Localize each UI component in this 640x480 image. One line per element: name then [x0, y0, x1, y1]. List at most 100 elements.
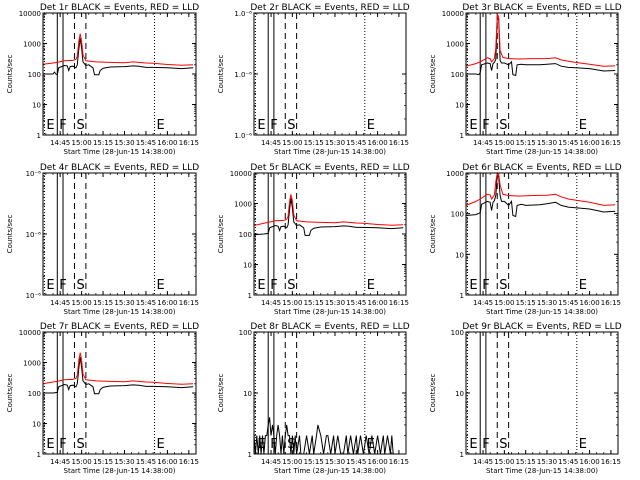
x-tick-label: 15:30 [325, 458, 345, 466]
x-tick-label: 15:00 [494, 139, 514, 147]
x-tick-label: 15:00 [72, 299, 92, 307]
series-events-line [43, 357, 194, 395]
y-axis-label: Counts/sec [429, 374, 437, 413]
y-axis-label: Counts/sec [6, 374, 14, 413]
x-tick-label: 15:00 [494, 299, 514, 307]
x-tick-label: 14:45 [50, 458, 70, 466]
panel-det-2r: Det 2r BLACK = Events, RED = LLD1.0⁻⁶1.0… [217, 3, 410, 156]
marker-label-e: E [157, 278, 165, 293]
x-tick-label: 15:45 [136, 458, 156, 466]
plot-frame [42, 172, 197, 296]
x-axis-label: Start Time (28-Jun-15 14:38:00) [64, 467, 176, 475]
x-tick-label: 15:00 [282, 299, 302, 307]
x-axis-label: Start Time (28-Jun-15 14:38:00) [274, 467, 386, 475]
x-tick-label: 15:30 [537, 458, 557, 466]
y-tick-label: 1.0⁻⁶ [234, 71, 252, 79]
y-tick-label: 1.0⁻⁶ [234, 132, 252, 140]
y-tick-label: 100 [239, 329, 252, 337]
marker-label-e: E [46, 437, 54, 452]
marker-label-e: E [257, 118, 265, 133]
y-tick-label: 1 [460, 132, 464, 140]
x-tick-label: 14:45 [473, 299, 493, 307]
x-tick-label: 15:45 [346, 458, 366, 466]
panel-det-1r: Det 1r BLACK = Events, RED = LLD 1 10 100 10… [6, 3, 199, 156]
y-tick-label: 1000 [446, 41, 464, 49]
y-tick-label: 10⁻⁶ [26, 231, 42, 239]
x-tick-label: 15:15 [516, 458, 536, 466]
y-tick-label: 10 [455, 390, 464, 398]
x-tick-label: 16:15 [389, 299, 409, 307]
y-axis-label: Counts/sec [217, 374, 225, 413]
y-tick-label: 1000 [23, 41, 41, 49]
x-tick-label: 15:15 [93, 299, 113, 307]
y-axis-label: Counts/sec [6, 55, 14, 94]
x-tick-label: 15:30 [325, 299, 345, 307]
y-tick-label: 1 [37, 451, 41, 459]
y-tick-label: 100 [451, 71, 464, 79]
y-axis-label: Counts/sec [217, 215, 225, 254]
y-tick-label: 1 [248, 451, 252, 459]
panel-det-8r: Det 8r BLACK = Events, RED = LLD 1 10 100 Co… [217, 322, 410, 475]
y-tick-label: 1000 [234, 201, 252, 209]
x-tick-label: 14:45 [261, 458, 281, 466]
x-tick-label: 15:15 [304, 299, 324, 307]
panel-title: Det 4r BLACK = Events, RED = LLD [40, 163, 199, 173]
panel-title: Det 9r BLACK = Events, RED = LLD [462, 322, 621, 332]
marker-label-s: S [287, 278, 295, 293]
marker-label-e: E [579, 278, 587, 293]
x-tick-label: 15:30 [325, 139, 345, 147]
marker-label-e: E [579, 118, 587, 133]
x-tick-label: 15:45 [136, 139, 156, 147]
y-axis-label: Counts/sec [6, 215, 14, 254]
plot-frame [42, 331, 197, 455]
x-axis-label: Start Time (28-Jun-15 14:38:00) [64, 308, 176, 316]
marker-label-e: E [367, 278, 375, 293]
panel-det-5r: Det 5r BLACK = Events, RED = LLD 1 10 100 10… [217, 163, 410, 316]
x-tick-label: 16:00 [579, 139, 599, 147]
x-tick-label: 15:00 [494, 458, 514, 466]
x-axis-label: Start Time (28-Jun-15 14:38:00) [274, 308, 386, 316]
y-axis-label: Counts/sec [429, 215, 437, 254]
marker-label-f: F [270, 118, 277, 133]
y-tick-label: 100 [239, 231, 252, 239]
x-tick-label: 15:45 [136, 299, 156, 307]
x-tick-label: 15:15 [516, 139, 536, 147]
panel-title: Det 3r BLACK = Events, RED = LLD [462, 3, 621, 13]
y-tick-label: 100 [451, 211, 464, 219]
marker-label-e: E [579, 437, 587, 452]
x-axis-label: Start Time (28-Jun-15 14:38:00) [486, 148, 598, 156]
plot-frame [42, 12, 197, 136]
marker-label-e: E [257, 278, 265, 293]
marker-label-f: F [59, 437, 66, 452]
x-tick-label: 16:00 [367, 458, 387, 466]
y-tick-label: 10000 [19, 329, 41, 337]
y-tick-label: 1.0⁻⁶ [234, 10, 252, 18]
series-events-line [253, 198, 404, 236]
marker-label-s: S [499, 278, 507, 293]
marker-label-f: F [482, 118, 489, 133]
x-tick-label: 15:45 [346, 299, 366, 307]
x-tick-label: 15:15 [93, 139, 113, 147]
marker-label-f: F [270, 278, 277, 293]
y-tick-label: 10000 [230, 170, 252, 178]
series-lld-line [465, 12, 616, 67]
y-tick-label: 1 [460, 451, 464, 459]
marker-label-e: E [469, 437, 477, 452]
y-tick-label: 10 [455, 102, 464, 110]
x-tick-label: 15:45 [558, 458, 578, 466]
marker-label-e: E [157, 118, 165, 133]
marker-label-f: F [482, 278, 489, 293]
y-tick-label: 10 [243, 390, 252, 398]
x-tick-label: 15:30 [537, 139, 557, 147]
x-tick-label: 16:15 [601, 458, 621, 466]
series-events-line [465, 173, 616, 218]
marker-label-s: S [287, 118, 295, 133]
y-tick-label: 1000 [23, 360, 41, 368]
panel-title: Det 7r BLACK = Events, RED = LLD [40, 322, 199, 332]
x-tick-label: 15:45 [558, 139, 578, 147]
panel-title: Det 2r BLACK = Events, RED = LLD [250, 3, 409, 13]
y-tick-label: 10⁻⁶ [26, 292, 42, 300]
x-tick-label: 15:30 [537, 299, 557, 307]
x-tick-label: 14:45 [261, 139, 281, 147]
